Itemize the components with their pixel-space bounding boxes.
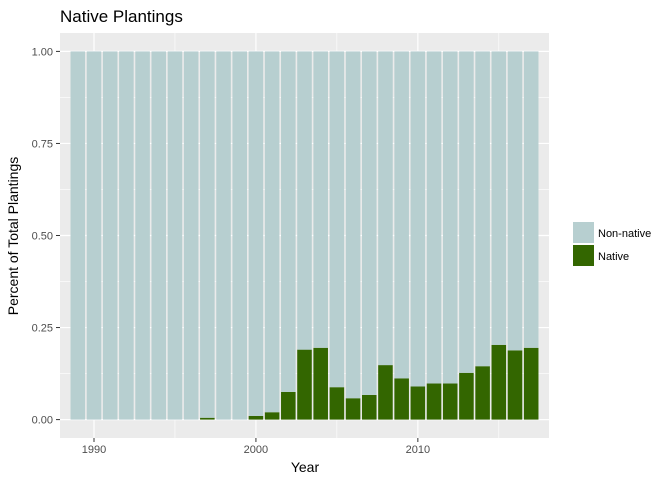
y-tick-label: 0.75: [32, 138, 53, 150]
legend-key-native: [573, 245, 594, 266]
bar-native-2007: [361, 394, 377, 420]
y-tick-label: 0.50: [32, 231, 53, 243]
bar-non-native-2004: [313, 51, 328, 348]
bar-non-native-1992: [119, 51, 134, 420]
bar-native-2005: [329, 387, 345, 420]
bar-native-2001: [264, 412, 280, 420]
bar-native-2006: [345, 398, 361, 420]
y-axis: 0.00 0.25 0.50 0.75 1.00: [32, 46, 60, 427]
bar-non-native-2003: [297, 51, 312, 350]
bar-non-native-1999: [232, 51, 248, 420]
bar-non-native-2016: [507, 51, 523, 351]
bar-non-native-1998: [216, 51, 231, 420]
bar-native-2009: [394, 378, 409, 420]
bar-native-2014: [475, 366, 490, 420]
legend-label-non-native: Non-native: [598, 228, 651, 240]
bar-non-native-2000: [248, 51, 264, 416]
bar-non-native-1990: [86, 51, 102, 420]
bar-non-native-2009: [394, 51, 409, 379]
bar-non-native-1994: [151, 51, 167, 420]
x-tick-label: 1990: [82, 444, 106, 456]
x-tick-label: 2000: [244, 444, 268, 456]
bar-non-native-1991: [102, 51, 118, 420]
y-tick-label: 0.25: [32, 323, 53, 335]
bar-non-native-2002: [281, 51, 296, 392]
bar-non-native-2012: [442, 51, 458, 384]
bar-non-native-1993: [135, 51, 150, 420]
bars: [70, 51, 539, 420]
legend-key-non-native: [573, 222, 594, 243]
bar-native-2010: [410, 386, 426, 420]
bar-native-2016: [507, 350, 523, 420]
bar-native-2013: [459, 372, 474, 420]
x-tick-label: 2010: [406, 444, 430, 456]
y-tick-label: 1.00: [32, 46, 53, 58]
bar-native-2015: [491, 344, 507, 420]
bar-non-native-1995: [167, 51, 183, 420]
bar-non-native-2014: [475, 51, 490, 367]
bar-non-native-2013: [459, 51, 474, 373]
y-axis-title: Percent of Total Plantings: [5, 157, 21, 316]
bar-non-native-2011: [426, 51, 442, 384]
y-tick-label: 0.00: [32, 415, 53, 427]
legend-label-native: Native: [598, 251, 629, 263]
bar-native-2003: [297, 349, 312, 420]
bar-non-native-2006: [345, 51, 361, 399]
bar-non-native-2005: [329, 51, 345, 388]
bar-non-native-2007: [361, 51, 377, 395]
chart-title: Native Plantings: [60, 7, 183, 26]
bar-native-1997: [200, 417, 215, 420]
legend: Non-native Native: [573, 222, 651, 266]
bar-native-2011: [426, 383, 442, 420]
bar-non-native-1997: [200, 51, 215, 418]
bar-non-native-2008: [378, 51, 393, 366]
x-axis: 1990 2000 2010: [82, 438, 430, 456]
bar-non-native-2017: [523, 51, 539, 348]
bar-native-2008: [378, 365, 393, 420]
bar-non-native-2010: [410, 51, 426, 387]
bar-native-2012: [442, 383, 458, 420]
bar-native-2017: [523, 347, 539, 420]
bar-native-2004: [313, 347, 328, 420]
bar-non-native-1989: [70, 51, 86, 420]
bar-non-native-1996: [183, 51, 199, 420]
bar-non-native-2001: [264, 51, 280, 413]
bar-native-2000: [248, 415, 264, 420]
bar-native-2002: [281, 391, 296, 420]
x-axis-title: Year: [291, 459, 320, 475]
bar-non-native-2015: [491, 51, 507, 345]
